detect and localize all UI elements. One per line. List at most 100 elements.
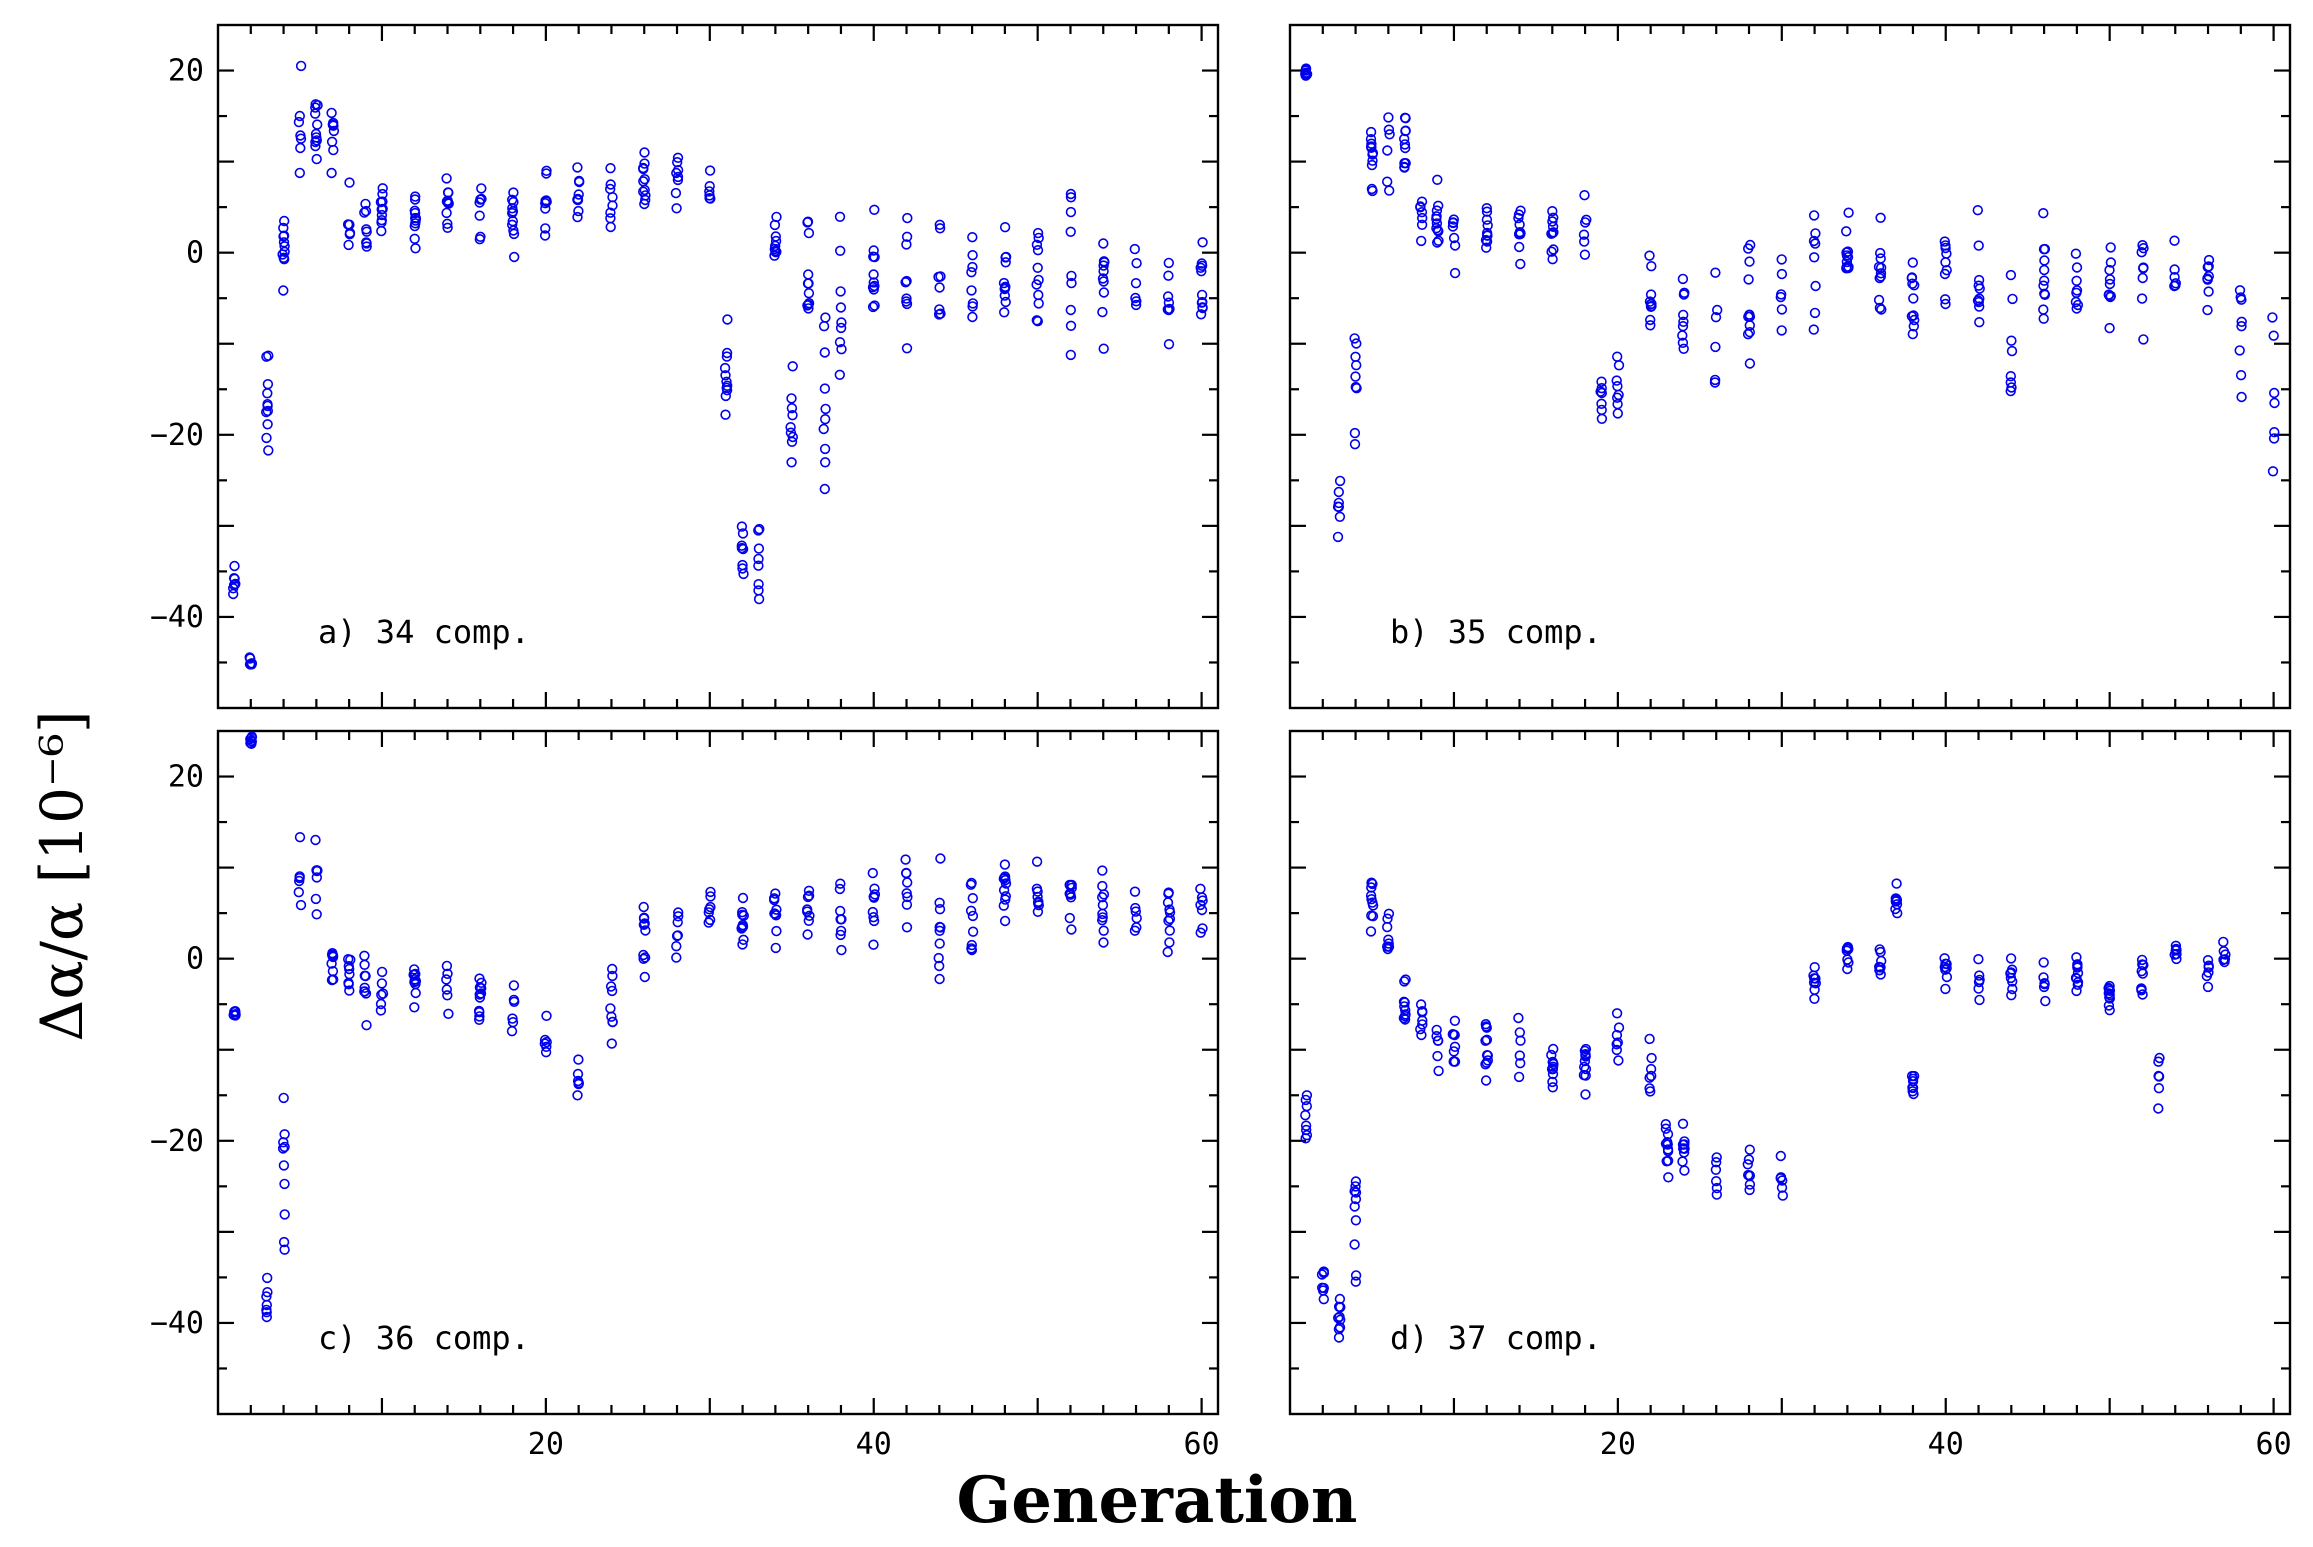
data-point	[1547, 1063, 1559, 1074]
data-point	[1448, 1046, 1460, 1057]
data-point	[605, 179, 616, 190]
y-axis-label: Δα/α [10⁻⁶]	[28, 710, 96, 1041]
data-point	[326, 107, 337, 119]
data-point	[999, 283, 1011, 294]
data-point	[901, 239, 912, 250]
data-point	[900, 277, 911, 288]
data-point	[934, 282, 945, 293]
data-point	[868, 911, 879, 923]
data-point	[966, 285, 977, 296]
data-point	[1873, 261, 1885, 273]
data-point	[1579, 190, 1590, 201]
data-point	[278, 1092, 289, 1104]
data-point	[1973, 274, 1985, 286]
data-point	[277, 1143, 289, 1154]
data-point	[343, 979, 354, 990]
data-point	[1810, 280, 1821, 292]
data-point	[409, 233, 420, 245]
data-point	[1032, 316, 1044, 327]
data-point	[1677, 1118, 1689, 1130]
data-point	[573, 176, 585, 188]
data-point	[869, 251, 880, 263]
data-point	[818, 423, 829, 435]
data-point	[1711, 304, 1723, 316]
data-point	[934, 903, 946, 915]
data-point	[868, 939, 879, 950]
data-point	[2040, 995, 2051, 1007]
data-point	[410, 975, 422, 987]
data-point	[1810, 978, 1822, 989]
data-point	[572, 211, 583, 223]
data-point	[1578, 229, 1590, 240]
data-point	[1907, 1082, 1919, 1094]
data-point	[1873, 961, 1885, 973]
data-point	[1941, 248, 1952, 259]
data-point	[818, 321, 830, 332]
data-point	[1300, 64, 1312, 75]
data-point	[344, 963, 355, 975]
data-point	[375, 1005, 387, 1016]
x-tick-label: 60	[2256, 1427, 2292, 1462]
data-point	[262, 379, 274, 390]
data-point	[736, 540, 747, 551]
data-point	[1301, 1100, 1313, 1112]
data-point	[901, 275, 912, 287]
y-tick-label: 20	[168, 54, 204, 89]
data-point	[326, 136, 338, 148]
data-point	[638, 901, 649, 913]
data-point	[1033, 289, 1044, 301]
plot-frame	[216, 729, 1220, 1416]
data-point	[1416, 196, 1428, 207]
data-point	[475, 231, 486, 243]
data-point	[1163, 297, 1175, 308]
data-point	[901, 293, 912, 304]
data-point	[769, 908, 780, 919]
data-point	[934, 973, 945, 985]
data-point	[1481, 227, 1493, 239]
data-point	[293, 116, 305, 128]
data-point	[409, 1002, 420, 1013]
data-point	[541, 1010, 552, 1021]
data-point	[1399, 1014, 1411, 1025]
data-point	[1131, 922, 1142, 933]
data-point	[605, 207, 616, 218]
data-point	[867, 867, 878, 879]
data-point	[1710, 1175, 1722, 1187]
data-point	[998, 307, 1010, 318]
data-point	[1677, 1143, 1689, 1154]
data-point	[1596, 376, 1607, 387]
data-point	[2007, 983, 2018, 995]
data-point	[1612, 399, 1623, 410]
data-point	[1611, 375, 1622, 386]
data-point	[1350, 1176, 1362, 1187]
data-point	[442, 218, 453, 230]
data-point	[2038, 275, 2050, 286]
data-point	[1973, 296, 1985, 308]
data-point	[1448, 214, 1460, 225]
data-point	[736, 923, 747, 934]
data-point	[1365, 890, 1377, 901]
data-point	[1333, 1332, 1345, 1343]
data-point	[786, 403, 798, 414]
data-point	[639, 158, 650, 169]
data-point	[1843, 207, 1854, 218]
data-point	[278, 285, 289, 296]
plot-frame	[1288, 23, 2292, 710]
data-point	[361, 241, 372, 252]
data-point	[1711, 1182, 1723, 1194]
data-point	[573, 189, 584, 200]
data-point	[1416, 1029, 1427, 1041]
data-point	[2038, 304, 2049, 315]
data-point	[311, 909, 322, 920]
data-point	[1448, 232, 1460, 244]
data-point	[1417, 1019, 1428, 1030]
data-point	[1939, 236, 1951, 247]
data-point	[1874, 272, 1885, 284]
data-point	[328, 144, 339, 156]
data-point	[278, 222, 289, 234]
data-point	[359, 959, 370, 970]
panel-label: b) 35 comp.	[1390, 613, 1602, 651]
data-point	[770, 942, 781, 954]
data-point	[2005, 953, 2017, 964]
